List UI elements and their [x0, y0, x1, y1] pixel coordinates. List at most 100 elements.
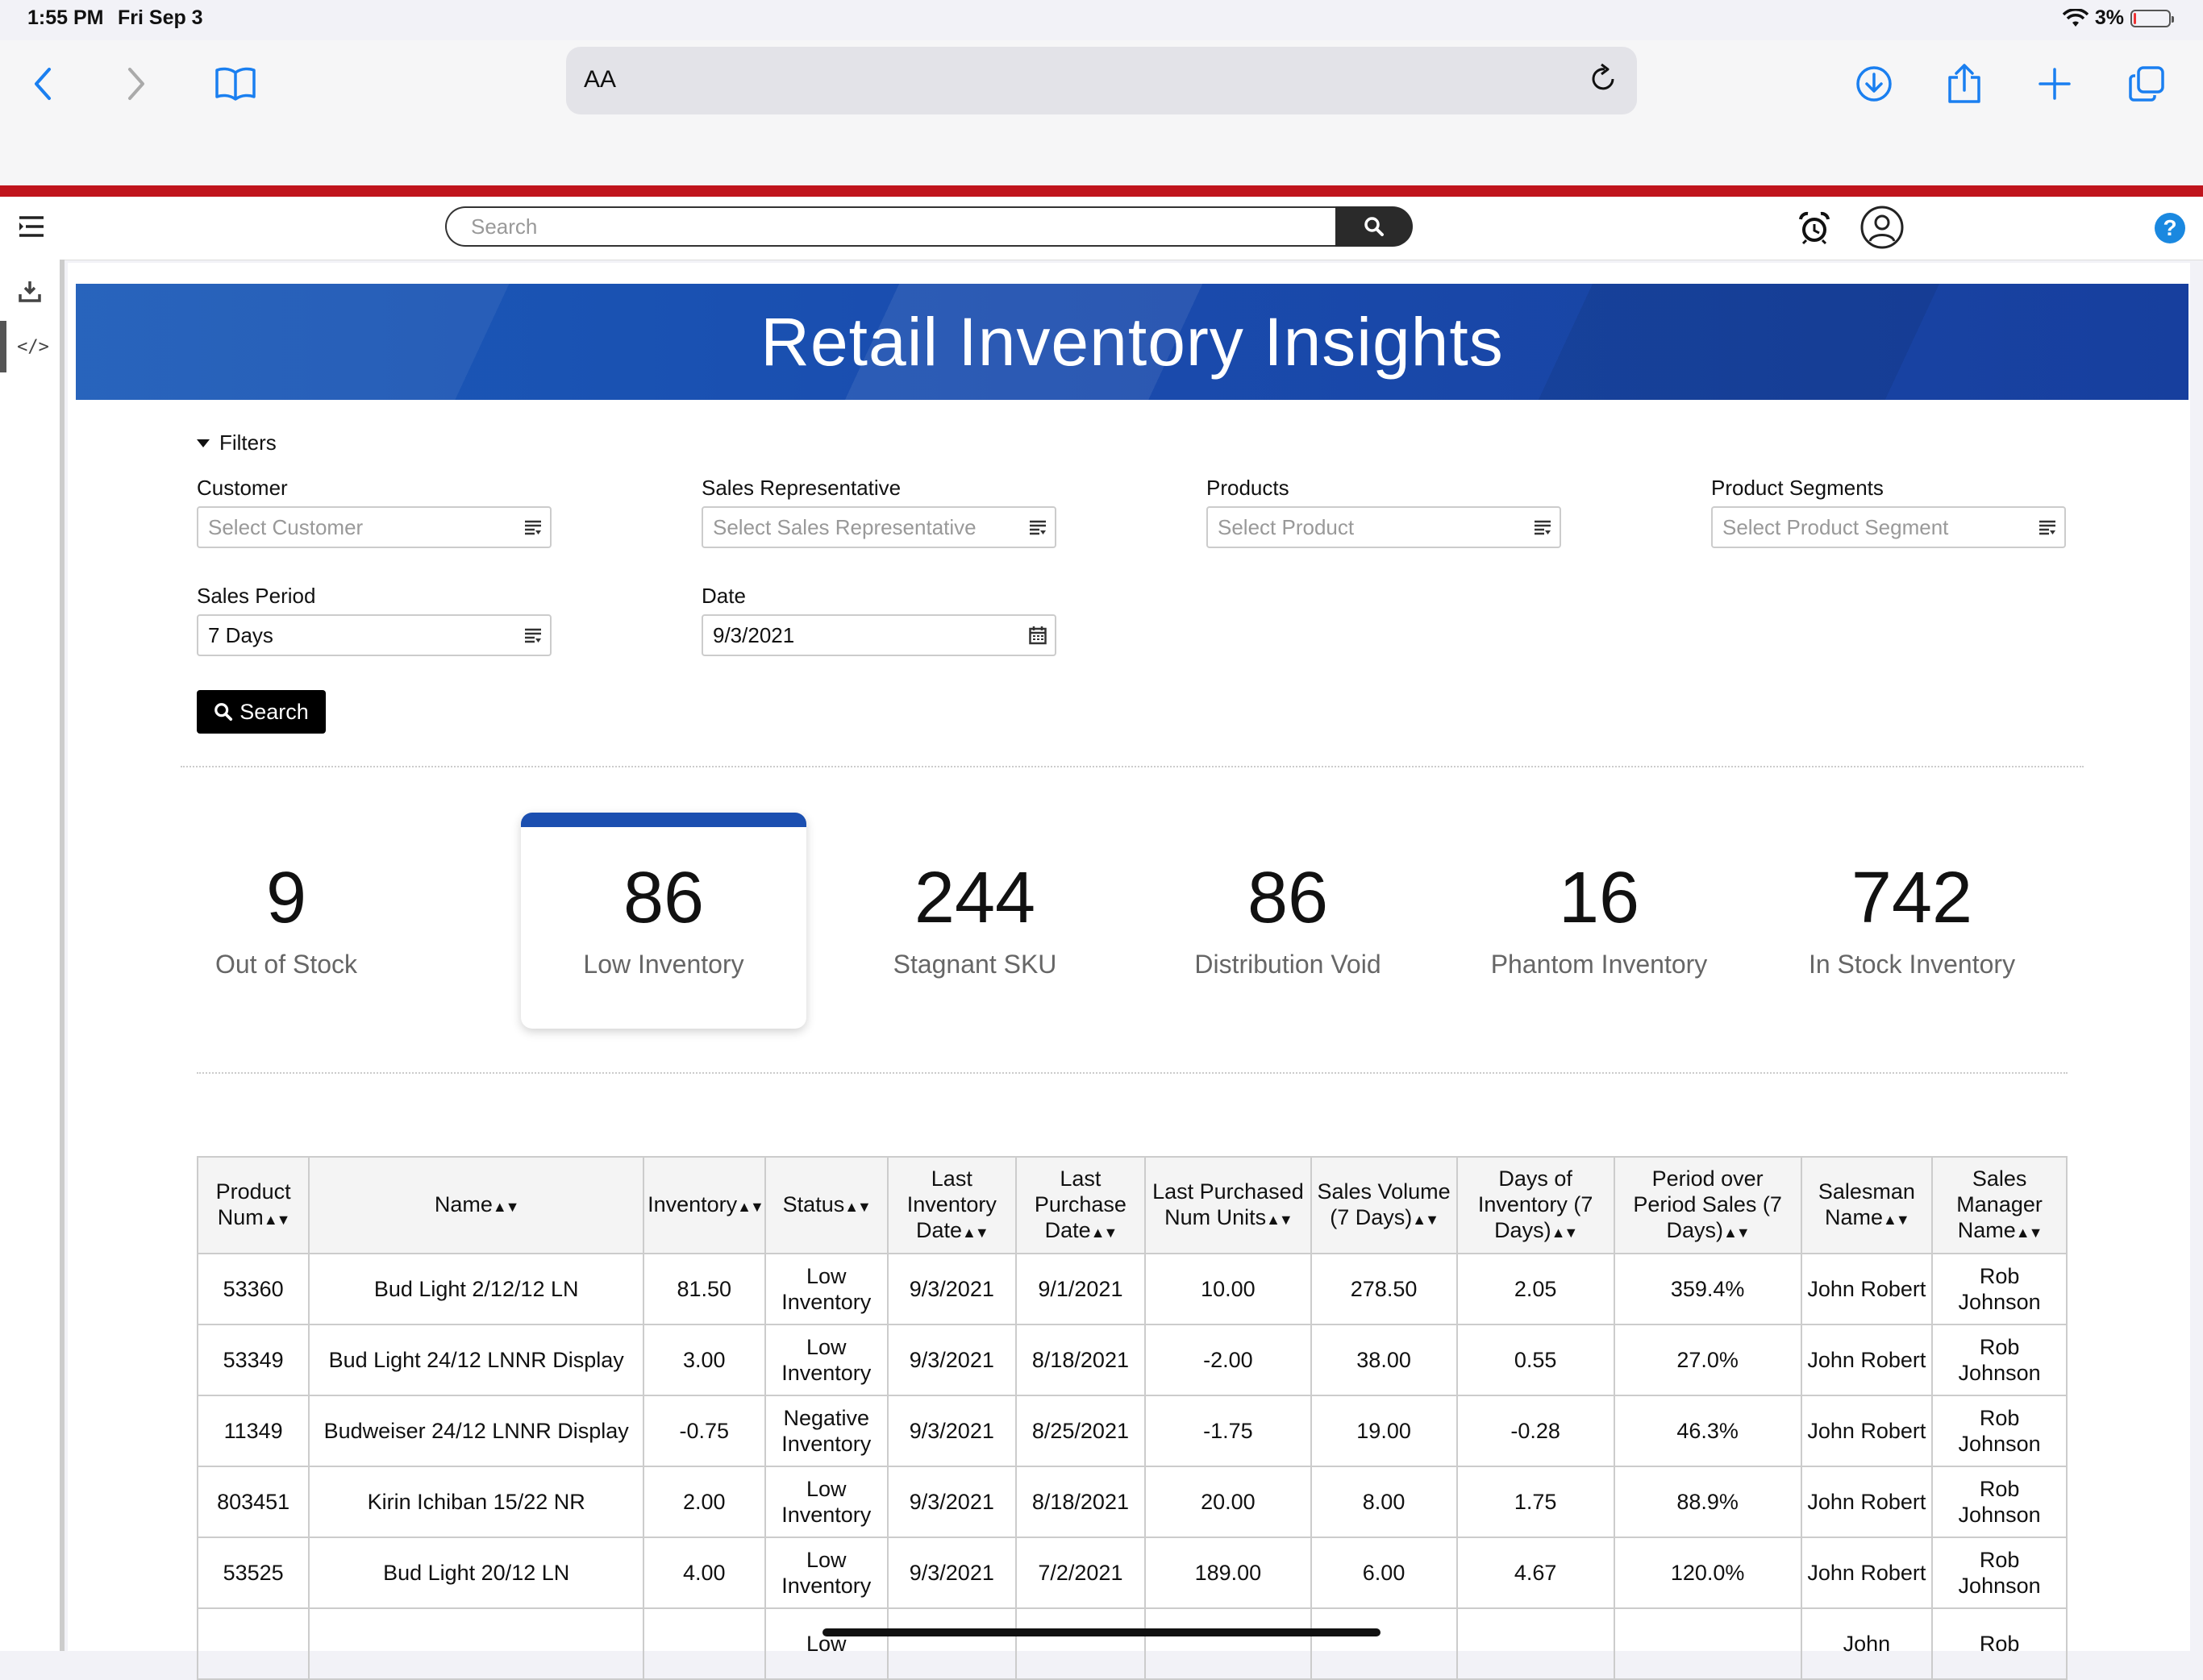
global-search: Search: [445, 206, 1413, 250]
list-dropdown-icon: [1535, 520, 1551, 535]
table-cell: Bud Light 20/12 LN: [308, 1537, 645, 1609]
column-header[interactable]: Period over Period Sales (7 Days)▲▼: [1613, 1156, 1802, 1254]
column-header-label: Salesman Name: [1818, 1179, 1915, 1229]
sort-icon[interactable]: ▲▼: [844, 1198, 872, 1215]
column-header[interactable]: Name▲▼: [308, 1156, 645, 1254]
table-row[interactable]: 53349 Bud Light 24/12 LNNR Display 3.00 Low…: [196, 1324, 2068, 1396]
column-header[interactable]: Product Num▲▼: [196, 1156, 310, 1254]
column-header[interactable]: Inventory▲▼: [643, 1156, 766, 1254]
table-cell: [1014, 1607, 1147, 1680]
table-cell: John Robert: [1800, 1253, 1934, 1325]
date-input[interactable]: 9/3/2021: [702, 614, 1056, 656]
column-header[interactable]: Last Inventory Date▲▼: [887, 1156, 1017, 1254]
new-tab-icon[interactable]: [2030, 60, 2079, 108]
table-body: 53360 Bud Light 2/12/12 LN 81.50 Low Invent…: [196, 1253, 2068, 1680]
table-row[interactable]: 803451 Kirin Ichiban 15/22 NR 2.00 Low Inve…: [196, 1466, 2068, 1538]
reader-aa-button[interactable]: AA: [584, 66, 617, 93]
kpi-low-inventory[interactable]: 86 Low Inventory: [521, 813, 806, 1029]
alarm-clock-icon[interactable]: [1798, 211, 1830, 245]
table-row[interactable]: 11349 Budweiser 24/12 LNNR Display -0.75 Ne…: [196, 1395, 2068, 1467]
reload-icon[interactable]: [1587, 61, 1619, 97]
sort-icon[interactable]: ▲▼: [1266, 1211, 1293, 1228]
kpi-value: 86: [1247, 858, 1329, 938]
table-cell: Rob: [1931, 1607, 2068, 1680]
table-cell: Bud Light 2/12/12 LN: [308, 1253, 645, 1325]
back-icon[interactable]: [19, 60, 68, 108]
table-cell: 9/3/2021: [887, 1395, 1017, 1467]
global-search-input[interactable]: Search: [445, 206, 1335, 247]
sort-icon[interactable]: ▲▼: [1883, 1211, 1910, 1228]
embed-code-icon[interactable]: </>: [0, 321, 60, 372]
wifi-icon: [2062, 8, 2088, 27]
product-segments-select[interactable]: Select Product Segment: [1711, 506, 2066, 548]
kpi-label: In Stock Inventory: [1808, 950, 2016, 979]
products-select[interactable]: Select Product: [1206, 506, 1561, 548]
table-cell: Low Inventory: [764, 1324, 889, 1396]
status-bar: 1:55 PM Fri Sep 3 3%: [0, 0, 2203, 40]
filters-toggle[interactable]: Filters: [197, 430, 277, 455]
table-cell: [1144, 1607, 1312, 1680]
sort-icon[interactable]: ▲▼: [1551, 1224, 1579, 1241]
list-dropdown-icon: [2039, 520, 2055, 535]
column-header[interactable]: Last Purchase Date▲▼: [1014, 1156, 1147, 1254]
table-cell: 53360: [196, 1253, 310, 1325]
home-indicator: [822, 1628, 1381, 1636]
kpi-stagnant-sku[interactable]: 244 Stagnant SKU: [832, 813, 1118, 1029]
sales-rep-label: Sales Representative: [702, 476, 902, 500]
help-icon[interactable]: ?: [2155, 213, 2185, 243]
user-profile-icon[interactable]: [1859, 205, 1905, 250]
download-icon[interactable]: [1850, 60, 1898, 108]
table-cell: [1613, 1607, 1802, 1680]
divider: [197, 1072, 2068, 1074]
table-cell: John Robert: [1800, 1537, 1934, 1609]
table-cell: John Robert: [1800, 1395, 1934, 1467]
column-header[interactable]: Salesman Name▲▼: [1800, 1156, 1934, 1254]
table-cell: Rob Johnson: [1931, 1466, 2068, 1538]
table-cell: 3.00: [643, 1324, 766, 1396]
column-header[interactable]: Sales Manager Name▲▼: [1931, 1156, 2068, 1254]
menu-toggle-icon[interactable]: [18, 214, 45, 239]
products-label: Products: [1206, 476, 1289, 500]
kpi-phantom-inventory[interactable]: 16 Phantom Inventory: [1456, 813, 1742, 1029]
sort-icon[interactable]: ▲▼: [1090, 1224, 1118, 1241]
sort-icon[interactable]: ▲▼: [1412, 1211, 1439, 1228]
export-download-icon[interactable]: [18, 279, 42, 303]
tabs-overview-icon[interactable]: [2122, 60, 2171, 108]
table-cell: John: [1800, 1607, 1934, 1680]
forward-icon[interactable]: [111, 60, 160, 108]
table-cell: 9/3/2021: [887, 1324, 1017, 1396]
sort-icon[interactable]: ▲▼: [492, 1198, 520, 1215]
kpi-distribution-void[interactable]: 86 Distribution Void: [1145, 813, 1430, 1029]
table-row[interactable]: 53525 Bud Light 20/12 LN 4.00 Low Inventory…: [196, 1537, 2068, 1609]
column-header-label: Name: [434, 1191, 493, 1216]
kpi-value: 742: [1851, 858, 1973, 938]
sort-icon[interactable]: ▲▼: [737, 1198, 764, 1215]
sort-icon[interactable]: ▲▼: [2015, 1224, 2043, 1241]
battery-percent: 3%: [2094, 6, 2124, 29]
sales-period-select[interactable]: 7 Days: [197, 614, 552, 656]
column-header[interactable]: Last Purchased Num Units▲▼: [1144, 1156, 1312, 1254]
bookmarks-icon[interactable]: [211, 60, 260, 108]
product-segments-select-placeholder: Select Product Segment: [1722, 515, 1949, 539]
address-bar[interactable]: AA: [566, 47, 1637, 114]
kpi-out-of-stock[interactable]: 9 Out of Stock: [144, 813, 429, 1029]
customer-select[interactable]: Select Customer: [197, 506, 552, 548]
sales-rep-select[interactable]: Select Sales Representative: [702, 506, 1056, 548]
sort-icon[interactable]: ▲▼: [263, 1211, 291, 1228]
table-cell: 10.00: [1144, 1253, 1312, 1325]
sort-icon[interactable]: ▲▼: [1723, 1224, 1751, 1241]
table-cell: Rob Johnson: [1931, 1324, 2068, 1396]
column-header[interactable]: Status▲▼: [764, 1156, 889, 1254]
filters-search-button[interactable]: Search: [197, 690, 326, 734]
global-search-button[interactable]: [1335, 206, 1413, 247]
calendar-icon[interactable]: [1029, 626, 1047, 645]
kpi-in-stock-inventory[interactable]: 742 In Stock Inventory: [1769, 813, 2055, 1029]
table-row[interactable]: 53360 Bud Light 2/12/12 LN 81.50 Low Invent…: [196, 1253, 2068, 1325]
table-cell: 359.4%: [1613, 1253, 1802, 1325]
kpi-label: Stagnant SKU: [893, 950, 1057, 979]
column-header[interactable]: Sales Volume (7 Days)▲▼: [1310, 1156, 1458, 1254]
sort-icon[interactable]: ▲▼: [962, 1224, 989, 1241]
share-icon[interactable]: [1940, 60, 1989, 108]
table-row[interactable]: Low John Rob: [196, 1607, 2068, 1680]
column-header[interactable]: Days of Inventory (7 Days)▲▼: [1455, 1156, 1615, 1254]
